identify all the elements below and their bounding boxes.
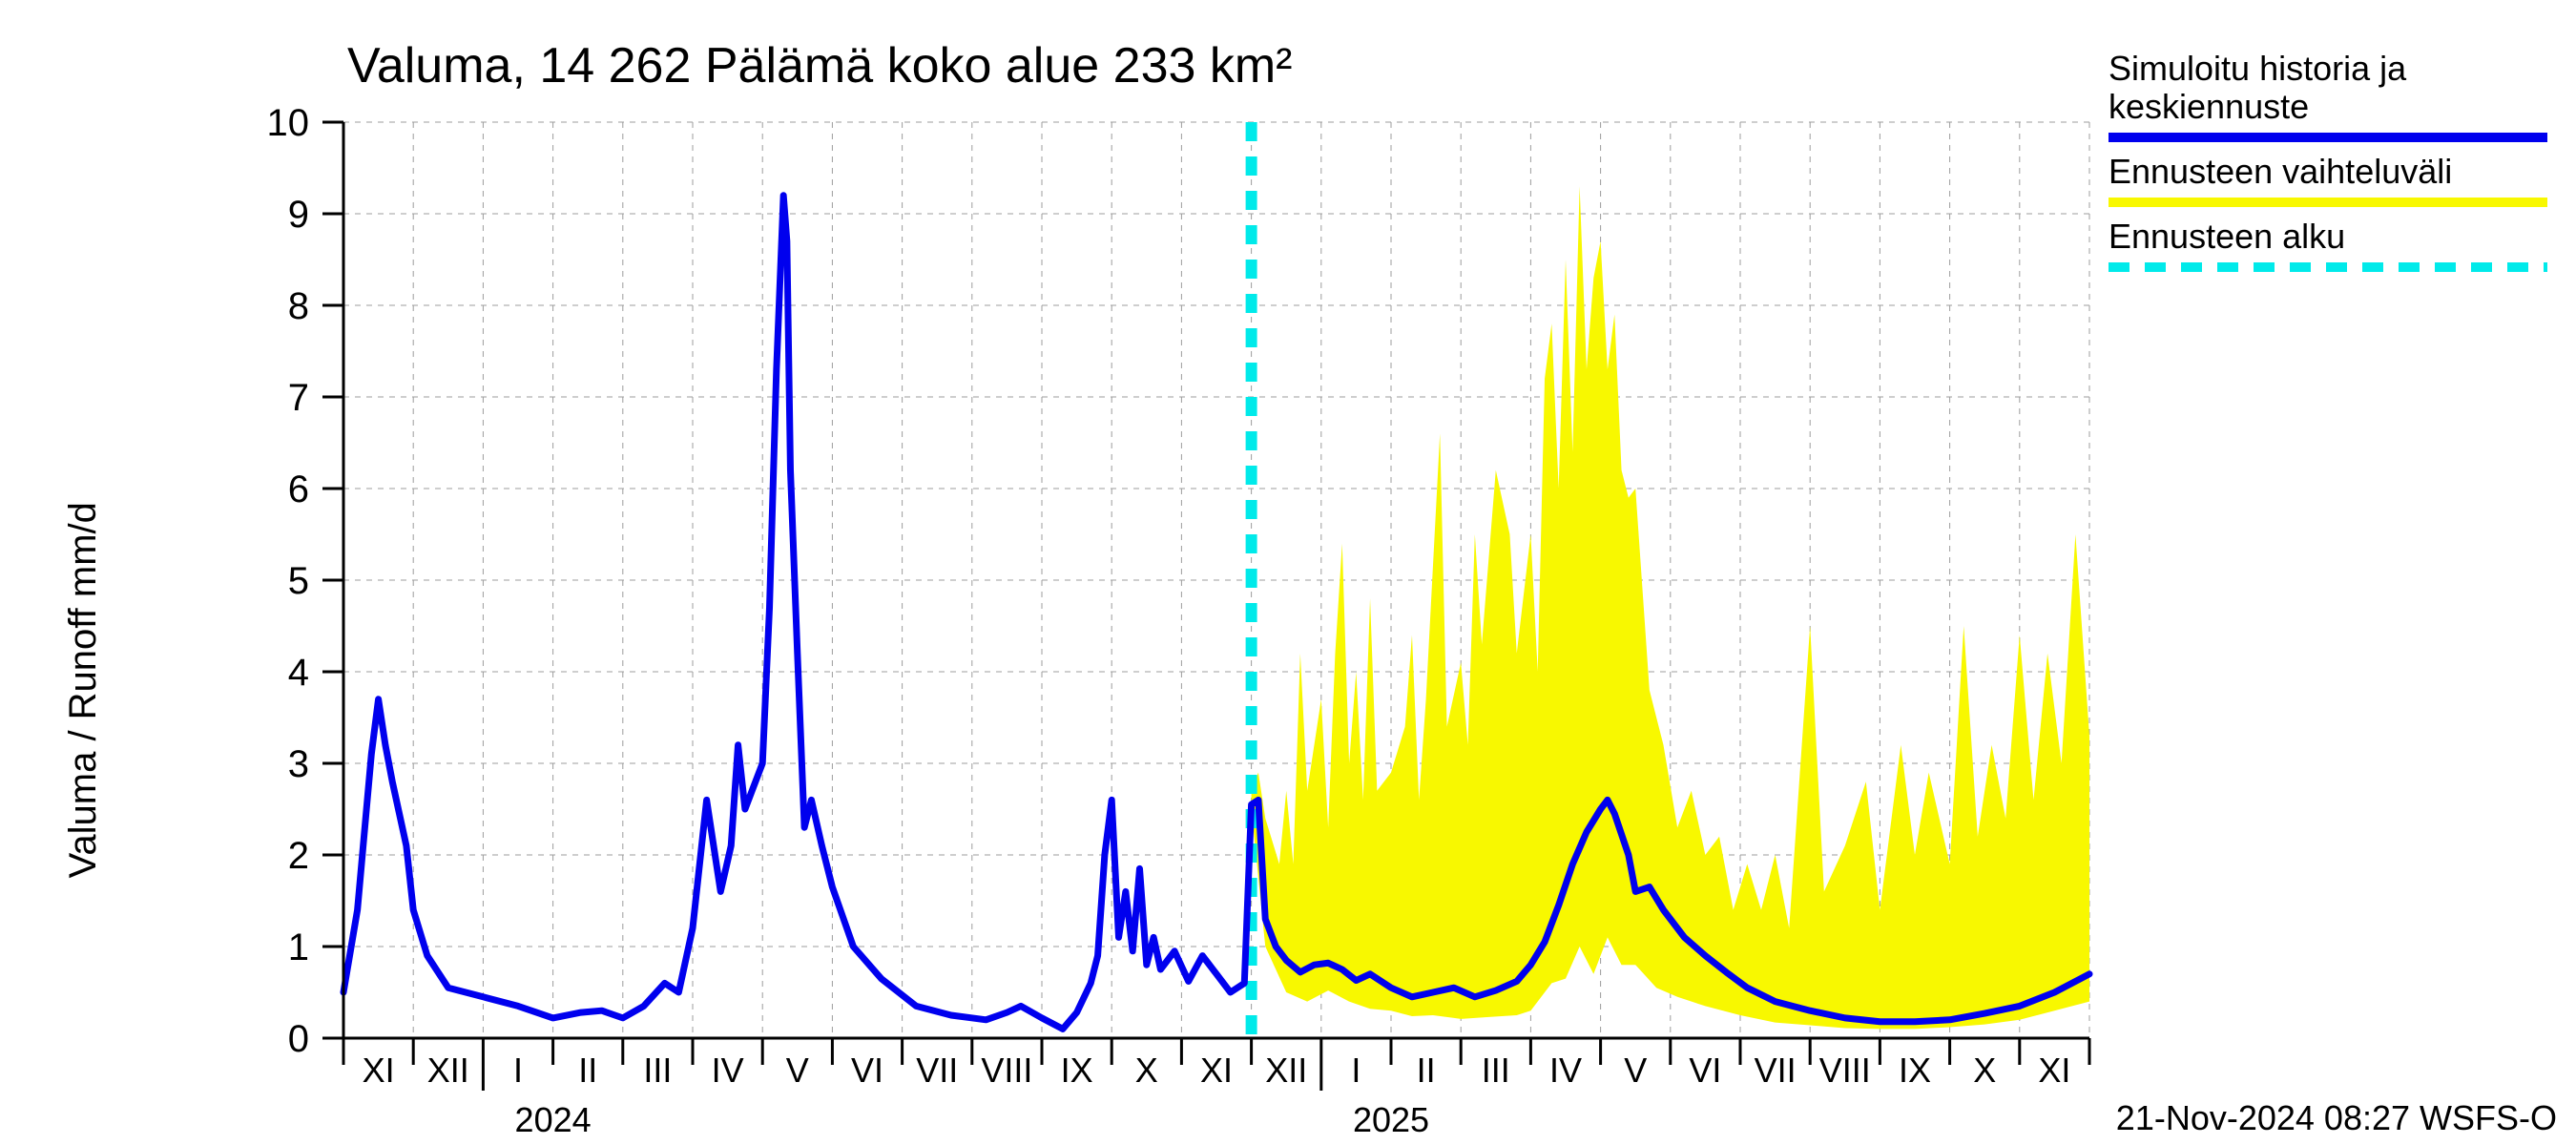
month-label: VII [916, 1051, 958, 1090]
month-label: IX [1899, 1051, 1931, 1090]
month-label: V [786, 1051, 809, 1090]
chart-title: Valuma, 14 262 Pälämä koko alue 233 km² [347, 38, 1293, 94]
legend-label: Ennusteen vaihteluväli [2109, 152, 2452, 191]
runoff-chart: 012345678910XIXIIIIIIIIIVVVIVIIVIIIIXXXI… [0, 0, 2576, 1145]
month-label: XII [1265, 1051, 1307, 1090]
month-label: VIII [1819, 1051, 1871, 1090]
month-label: VII [1755, 1051, 1797, 1090]
year-label: 2024 [515, 1100, 592, 1139]
month-label: X [1135, 1051, 1158, 1090]
ytick-label: 5 [288, 560, 309, 602]
ytick-label: 4 [288, 652, 309, 694]
y-axis-label: Valuma / Runoff mm/d [62, 502, 104, 878]
month-label: VI [1689, 1051, 1721, 1090]
ytick-label: 6 [288, 468, 309, 510]
ytick-label: 1 [288, 926, 309, 968]
legend-label: keskiennuste [2109, 87, 2309, 126]
month-label: III [643, 1051, 672, 1090]
month-label: X [1973, 1051, 1996, 1090]
month-label: V [1624, 1051, 1647, 1090]
month-label: I [513, 1051, 523, 1090]
legend-label: Ennusteen alku [2109, 217, 2345, 256]
month-label: VI [851, 1051, 883, 1090]
ytick-label: 3 [288, 743, 309, 785]
ytick-label: 0 [288, 1018, 309, 1060]
month-label: VIII [981, 1051, 1032, 1090]
ytick-label: 9 [288, 194, 309, 236]
month-label: IV [1549, 1051, 1582, 1090]
month-label: XI [1200, 1051, 1233, 1090]
ytick-label: 2 [288, 835, 309, 877]
chart-svg: 012345678910XIXIIIIIIIIIVVVIVIIVIIIIXXXI… [0, 0, 2576, 1145]
legend-label: Simuloitu historia ja [2109, 49, 2407, 88]
month-label: II [1417, 1051, 1436, 1090]
ytick-label: 8 [288, 285, 309, 327]
month-label: II [578, 1051, 597, 1090]
ytick-label: 7 [288, 377, 309, 419]
month-label: XI [2038, 1051, 2070, 1090]
month-label: XI [363, 1051, 395, 1090]
month-label: XII [427, 1051, 469, 1090]
month-label: IV [712, 1051, 744, 1090]
month-label: I [1351, 1051, 1361, 1090]
footer-timestamp: 21-Nov-2024 08:27 WSFS-O [2116, 1098, 2557, 1137]
month-label: IX [1061, 1051, 1093, 1090]
year-label: 2025 [1353, 1100, 1429, 1139]
month-label: III [1482, 1051, 1510, 1090]
ytick-label: 10 [267, 102, 310, 144]
